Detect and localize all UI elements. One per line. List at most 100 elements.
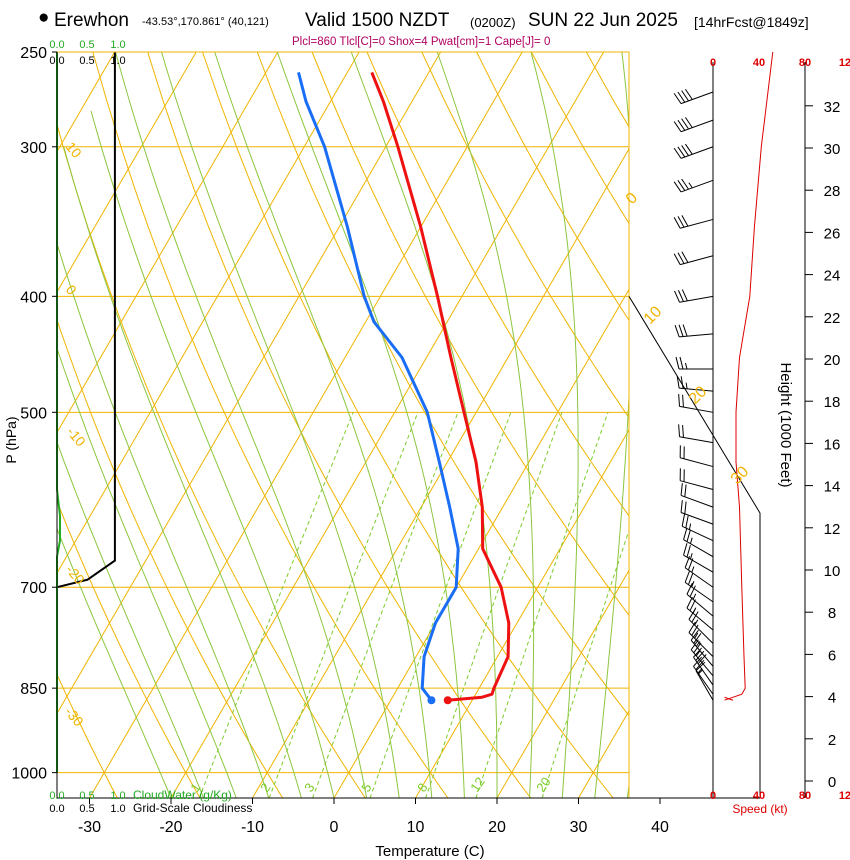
wind-barb [678,424,714,444]
wind-panel-slant [628,296,761,514]
dry-adiabat [92,52,449,798]
height-tick-label: 14 [824,479,841,496]
isotherm-line [57,52,360,574]
mixing-ratio-2 [268,412,419,798]
cloudwater-scale-top: 1.0 [110,39,125,51]
cloudiness-scale-top: 0.0 [49,55,64,67]
dewpoint-profile [297,72,460,702]
cloudwater-scale-bottom: 0.5 [79,790,94,802]
sounding-profiles [297,71,511,705]
background-grid [57,52,850,798]
dry-adiabat [256,52,629,717]
mixing-ratio-label: 3 [301,780,317,795]
dry-adiabat [366,52,629,517]
forecast-info: [14hrFcst@1849z] [694,14,809,30]
wind-barb [673,143,714,159]
wind-barb [673,89,714,105]
height-tick-label: 28 [824,183,841,200]
mixing-ratio-lines [198,412,629,798]
dry-adiabat [530,52,629,225]
speed-tick-top: 120 [839,57,850,69]
isotherm-line [660,52,850,798]
isotherm-line [57,52,279,434]
moist-adiabat [57,346,237,798]
valid-time: Valid 1500 NZDT [305,10,450,31]
dry-adiabat [57,673,118,798]
wind-barb [679,468,714,490]
moist-adiabat [57,241,270,798]
moist-adiabat [161,52,400,798]
cloudiness-scale-bottom: 0.5 [79,803,94,815]
height-tick-label: 32 [824,99,841,116]
temperature-profile-surface-dot [443,696,452,705]
moist-adiabat [90,110,335,798]
height-tick-label: 16 [824,436,841,453]
isotherm-line [742,52,850,798]
mixing-ratio-20 [541,528,629,798]
isotherm-label: 10 [641,303,666,328]
speed-tick-bottom: 40 [753,790,765,802]
wind-barb [675,356,713,370]
cloudwater-scale-top: 0.5 [79,39,94,51]
height-tick-label: 26 [824,225,841,242]
dry-adiabat [421,52,629,419]
mixing-ratio-label: 5 [358,780,374,795]
isotherm-line [57,52,197,293]
temperature-tick-label: 20 [488,819,506,836]
moist-adiabat [626,781,629,798]
valid-date: SUN 22 Jun 2025 [528,10,678,31]
isotherm-label: 0 [63,282,80,298]
height-tick-label: 2 [828,732,836,749]
pressure-tick-label: 850 [20,681,47,698]
wind-barb [688,621,714,657]
wind-barb [690,629,714,667]
moist-adiabat [115,52,368,798]
mixing-ratio-label: 2 [257,780,273,795]
wind-barb [680,500,714,525]
speed-tick-top: 80 [799,57,811,69]
utc-time: (0200Z) [470,15,516,30]
wind-barb [674,324,714,338]
temperature-tick-label: 30 [570,819,588,836]
pressure-tick-label: 400 [20,289,47,306]
wind-barb [683,527,714,558]
stability-params: Plcl=860 Tlcl[C]=0 Shox=4 Pwat[cm]=1 Cap… [292,36,551,48]
temperature-profile [370,71,511,702]
pressure-tick-label: 250 [20,45,47,62]
wind-barb [680,483,714,508]
location-coords: -43.53°,170.861° (40,121) [142,16,269,28]
pressure-tick-label: 500 [20,405,47,422]
height-tick-label: 30 [824,141,841,158]
height-tick-label: 22 [824,310,841,327]
speed-tick-top: 40 [753,57,765,69]
isotherm-line [578,709,629,798]
height-tick-label: 0 [828,774,836,791]
dry-adiabat [57,122,366,798]
wind-barb [688,608,714,644]
moist-adiabat [57,527,172,798]
dry-adiabat [147,52,531,798]
wind-barb [679,445,714,468]
height-axis-title: Height (1000 Feet) [777,362,794,487]
moist-adiabat [660,52,767,798]
temperature-tick-label: -20 [159,819,182,836]
pressure-tick-label: 700 [20,580,47,597]
isotherm-label: -20 [63,562,88,588]
pressure-tick-label: 300 [20,140,47,157]
moist-adiabat [63,146,302,798]
wind-barb [678,394,714,413]
height-tick-label: 18 [824,394,841,411]
wind-barb [673,251,714,266]
dry-adiabat [57,499,201,798]
wind-barb [695,661,714,701]
cloudiness-scale-bottom: 0.0 [49,803,64,815]
isotherm-label: 20 [686,383,711,408]
wind-barb [686,596,714,631]
cloudwater-scale-top: 0.0 [49,39,64,51]
wind-barb [681,514,714,542]
height-tick-label: 12 [824,521,841,538]
isotherm-line [333,288,629,798]
cloudiness-line [56,52,116,589]
